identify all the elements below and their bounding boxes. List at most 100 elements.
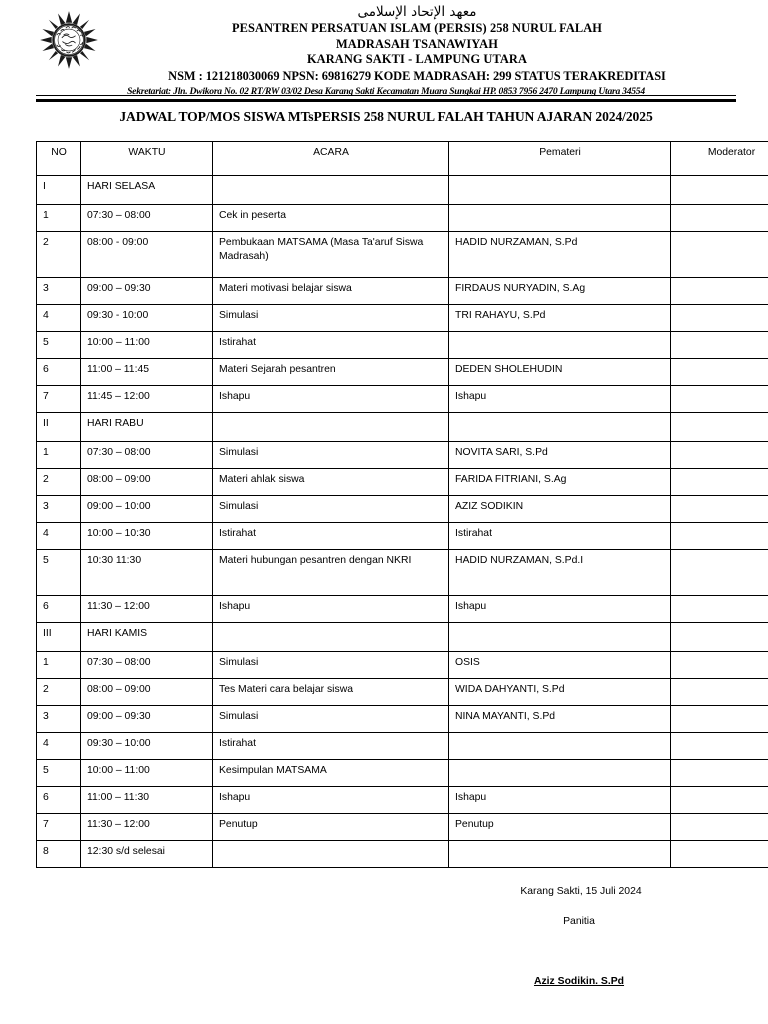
cell-waktu: 11:45 – 12:00 (80, 385, 213, 413)
table-row: 4 09:30 – 10:00 Istirahat (36, 732, 768, 760)
cell-pemateri: FARIDA FITRIANI, S.Ag (448, 468, 671, 496)
cell-no: 1 (36, 204, 81, 232)
cell-moderator (670, 304, 768, 332)
cell-moderator (670, 732, 768, 760)
cell-no: 8 (36, 840, 81, 868)
cell-no: 3 (36, 495, 81, 523)
cell-pemateri: TRI RAHAYU, S.Pd (448, 304, 671, 332)
cell-acara: Materi ahlak siswa (212, 468, 449, 496)
cell-pemateri: Penutup (448, 813, 671, 841)
table-row: 2 08:00 - 09:00 Pembukaan MATSAMA (Masa Ta… (36, 231, 768, 278)
cell-no: 5 (36, 331, 81, 359)
cell-pemateri (448, 412, 671, 442)
cell-waktu: 09:30 - 10:00 (80, 304, 213, 332)
schedule-table: NO WAKTU ACARA Pemateri Moderator I HARI … (36, 141, 768, 868)
cell-waktu: 07:30 – 08:00 (80, 651, 213, 679)
page-title: JADWAL TOP/MOS SISWA MTsPERSIS 258 NURUL… (119, 109, 653, 124)
table-row: 8 12:30 s/d selesai (36, 840, 768, 868)
cell-waktu: 09:00 – 09:30 (80, 277, 213, 305)
column-header-acara: ACARA (212, 141, 449, 176)
cell-moderator (670, 331, 768, 359)
table-row: 6 11:00 – 11:30 Ishapu Ishapu (36, 786, 768, 814)
cell-waktu: 08:00 – 09:00 (80, 468, 213, 496)
signatory-name: Aziz Sodikin. S.Pd (533, 976, 625, 987)
cell-acara: Simulasi (212, 705, 449, 733)
cell-acara: Istirahat (212, 331, 449, 359)
cell-waktu: 10:30 11:30 (80, 549, 213, 596)
cell-waktu: 12:30 s/d selesai (80, 840, 213, 868)
cell-pemateri: WIDA DAHYANTI, S.Pd (448, 678, 671, 706)
cell-no: 7 (36, 813, 81, 841)
cell-pemateri: HADID NURZAMAN, S.Pd (448, 231, 671, 278)
cell-waktu: HARI SELASA (80, 175, 213, 205)
cell-acara: Materi Sejarah pesantren (212, 358, 449, 386)
persis-emblem-logo-icon (40, 10, 98, 70)
column-header-waktu: WAKTU (80, 141, 213, 176)
cell-pemateri (448, 204, 671, 232)
cell-moderator (670, 759, 768, 787)
cell-moderator (670, 595, 768, 623)
arabic-institution-name: معهد الإتحاد الإسلامى (357, 4, 477, 20)
cell-pemateri (448, 759, 671, 787)
table-section-row: I HARI SELASA (36, 175, 768, 205)
cell-waktu: 11:00 – 11:45 (80, 358, 213, 386)
cell-moderator (670, 651, 768, 679)
cell-acara: Penutup (212, 813, 449, 841)
cell-acara: Materi hubungan pesantren dengan NKRI (212, 549, 449, 596)
cell-acara: Tes Materi cara belajar siswa (212, 678, 449, 706)
cell-moderator (670, 412, 768, 442)
cell-no: 5 (36, 759, 81, 787)
table-row: 1 07:30 – 08:00 Cek in peserta (36, 204, 768, 232)
cell-pemateri: NINA MAYANTI, S.Pd (448, 705, 671, 733)
cell-acara: Cek in peserta (212, 204, 449, 232)
letterhead-divider-thin (36, 95, 736, 96)
cell-no: 3 (36, 277, 81, 305)
table-row: 2 08:00 – 09:00 Materi ahlak siswa FARIDA F… (36, 468, 768, 496)
cell-acara: Ishapu (212, 595, 449, 623)
cell-waktu: 08:00 – 09:00 (80, 678, 213, 706)
cell-moderator (670, 678, 768, 706)
table-row: 1 07:30 – 08:00 Simulasi OSIS (36, 651, 768, 679)
cell-waktu: 11:30 – 12:00 (80, 595, 213, 623)
table-row: 6 11:30 – 12:00 Ishapu Ishapu (36, 595, 768, 623)
letterhead-text: معهد الإتحاد الإسلامى PESANTREN PERSATUA… (102, 4, 736, 84)
cell-no: 2 (36, 231, 81, 278)
cell-acara: Simulasi (212, 441, 449, 469)
institution-line-3: KARANG SAKTI - LAMPUNG UTARA (306, 52, 528, 66)
cell-pemateri: Ishapu (448, 385, 671, 413)
cell-waktu: 09:00 – 10:00 (80, 495, 213, 523)
cell-acara: Pembukaan MATSAMA (Masa Ta'aruf Siswa Ma… (212, 231, 449, 278)
cell-moderator (670, 495, 768, 523)
cell-pemateri (448, 732, 671, 760)
table-row: 4 10:00 – 10:30 Istirahat Istirahat (36, 522, 768, 550)
table-section-row: III HARI KAMIS (36, 622, 768, 652)
table-section-row: II HARI RABU (36, 412, 768, 442)
cell-acara: Istirahat (212, 732, 449, 760)
cell-no: 3 (36, 705, 81, 733)
cell-no: 2 (36, 678, 81, 706)
table-row: 2 08:00 – 09:00 Tes Materi cara belajar si… (36, 678, 768, 706)
cell-acara: Simulasi (212, 304, 449, 332)
cell-pemateri (448, 840, 671, 868)
cell-moderator (670, 522, 768, 550)
cell-no: 2 (36, 468, 81, 496)
cell-acara: Simulasi (212, 495, 449, 523)
column-header-moderator: Moderator (670, 141, 768, 176)
cell-acara: Materi motivasi belajar siswa (212, 277, 449, 305)
cell-moderator (670, 277, 768, 305)
cell-no: III (36, 622, 81, 652)
cell-acara (212, 622, 449, 652)
column-header-no: NO (36, 141, 81, 176)
accreditation-line: NSM : 121218030069 NPSN: 69816279 KODE M… (168, 68, 666, 83)
cell-waktu: HARI RABU (80, 412, 213, 442)
cell-pemateri (448, 331, 671, 359)
cell-pemateri (448, 175, 671, 205)
cell-waktu: 10:00 – 10:30 (80, 522, 213, 550)
table-row: 6 11:00 – 11:45 Materi Sejarah pesantren DE… (36, 358, 768, 386)
cell-waktu: 09:00 – 09:30 (80, 705, 213, 733)
cell-moderator (670, 840, 768, 868)
cell-pemateri (448, 622, 671, 652)
column-header-pemateri: Pemateri (448, 141, 671, 176)
cell-acara: Istirahat (212, 522, 449, 550)
cell-no: 6 (36, 358, 81, 386)
